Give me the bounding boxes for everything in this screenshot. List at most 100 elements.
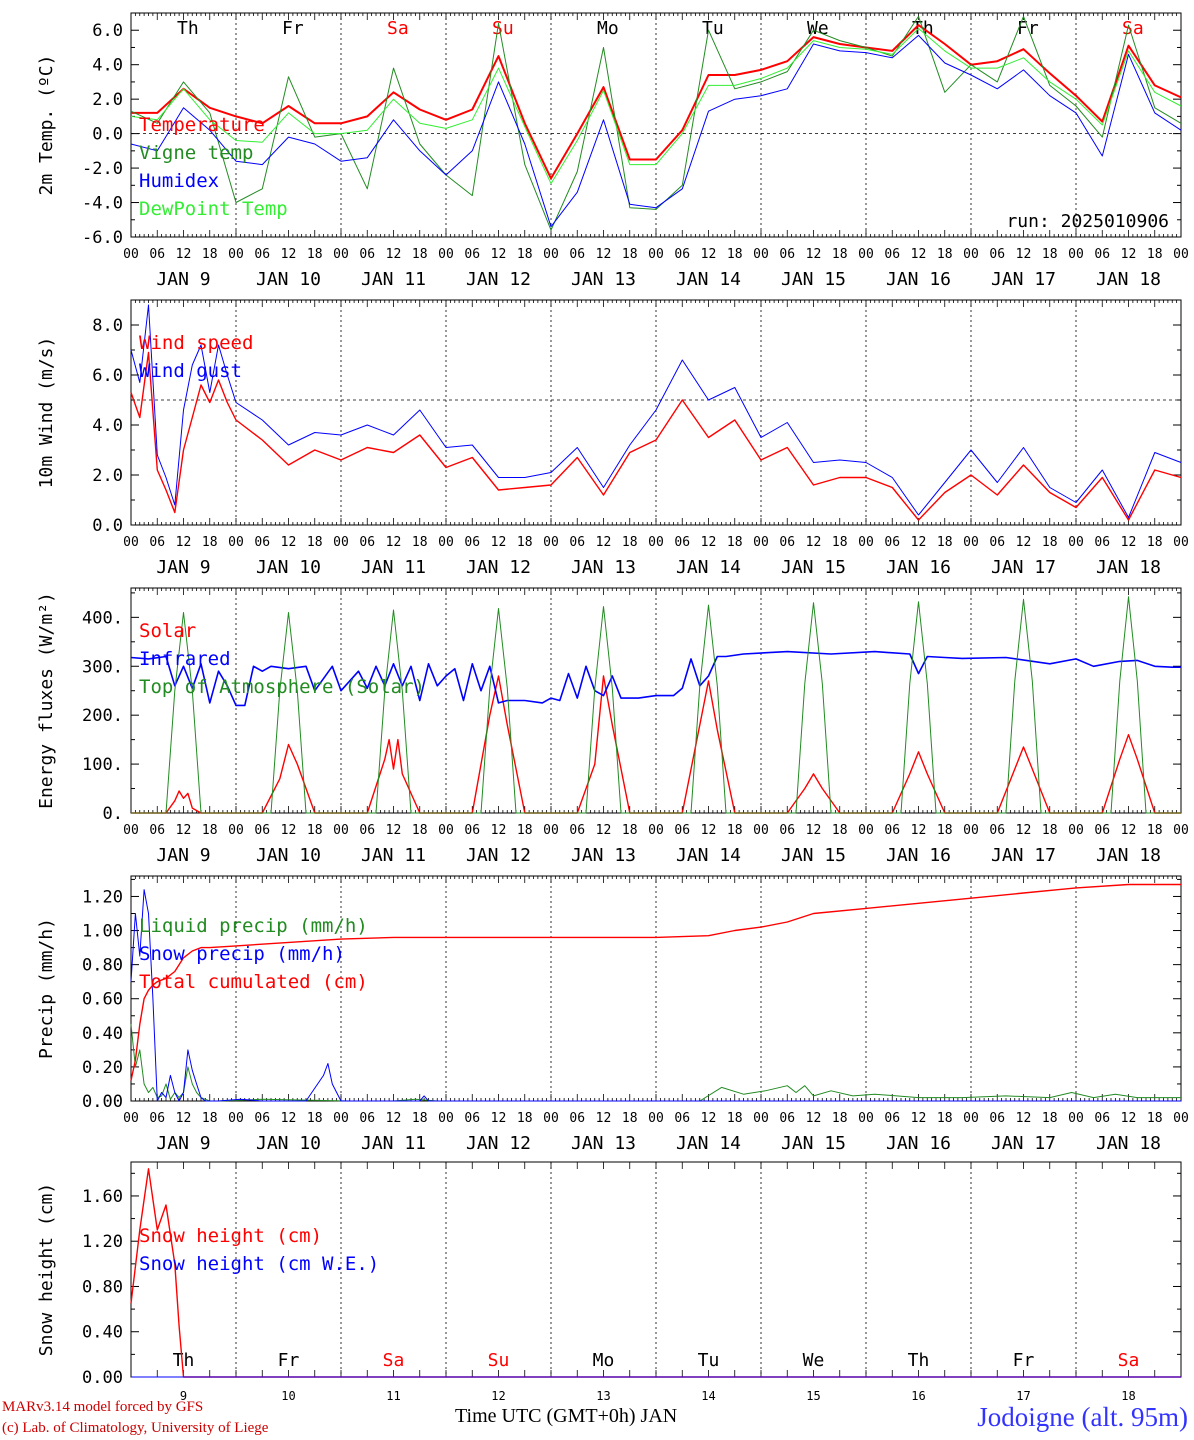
y-tick-label: 0.80 (82, 1277, 123, 1297)
hour-tick-label: 00 (1068, 823, 1084, 838)
run-label: run: 2025010906 (1006, 211, 1169, 232)
hour-tick-label: 00 (333, 247, 349, 262)
hour-tick-label: 12 (806, 247, 822, 262)
date-label: JAN 12 (466, 557, 531, 578)
hour-tick-label: 12 (281, 823, 297, 838)
hour-tick-label: 00 (963, 535, 979, 550)
day-name-label: Su (488, 1350, 510, 1371)
y-axis-title-temp: 2m Temp. (ºC) (36, 55, 57, 196)
y-tick-label: 6.0 (92, 21, 123, 41)
y-tick-label: 1.00 (82, 922, 123, 942)
hour-tick-label: 18 (832, 247, 848, 262)
hour-tick-label: 12 (386, 535, 402, 550)
hour-tick-label: 06 (359, 1111, 375, 1126)
y-tick-label: -2.0 (82, 159, 123, 179)
legend-entry: Liquid precip (mm/h) (139, 915, 368, 937)
day-name-label: Tu (698, 1350, 720, 1371)
hour-tick-label: 12 (596, 247, 612, 262)
day-name-label: Fr (282, 18, 304, 39)
hour-tick-label: 12 (176, 823, 192, 838)
hour-tick-label: 06 (569, 535, 585, 550)
hour-tick-label: 00 (858, 1111, 874, 1126)
hour-tick-label: 18 (937, 1111, 953, 1126)
day-name-label: Su (492, 18, 514, 39)
day-name-label: Mo (597, 18, 619, 39)
legend-entry: Total cumulated (cm) (139, 971, 368, 993)
hour-tick-label: 12 (911, 247, 927, 262)
date-label: JAN 15 (781, 1133, 846, 1154)
hour-tick-label: 12 (1016, 1111, 1032, 1126)
legend-entry: Vigne temp (139, 142, 253, 164)
hour-tick-label: 18 (307, 1111, 323, 1126)
hour-tick-label: 12 (806, 1111, 822, 1126)
day-name-label: Th (908, 1350, 930, 1371)
hour-tick-label: 06 (149, 823, 165, 838)
hour-tick-label: 00 (543, 823, 559, 838)
hour-tick-label: 18 (727, 247, 743, 262)
date-label: JAN 14 (676, 557, 741, 578)
hour-tick-label: 12 (1016, 247, 1032, 262)
hour-tick-label: 12 (596, 1111, 612, 1126)
hour-tick-label: 00 (963, 1111, 979, 1126)
hour-tick-label: 18 (832, 823, 848, 838)
footer-model: MARv3.14 model forced by GFS (2, 1399, 204, 1415)
hour-tick-label: 06 (1094, 823, 1110, 838)
hour-tick-label: 18 (1147, 823, 1163, 838)
date-label: JAN 18 (1096, 845, 1161, 866)
hour-tick-label: 18 (202, 247, 218, 262)
hour-tick-label: 06 (254, 247, 270, 262)
hour-tick-label: 00 (1173, 247, 1189, 262)
hour-tick-label: 00 (963, 247, 979, 262)
hour-tick-label: 00 (648, 1111, 664, 1126)
hour-tick-label: 00 (648, 247, 664, 262)
legend-entry: Snow precip (mm/h) (139, 943, 345, 965)
date-label: JAN 13 (571, 269, 636, 290)
hour-tick-label: 12 (911, 535, 927, 550)
day-number-label: 13 (596, 1389, 610, 1403)
hour-tick-label: 00 (543, 535, 559, 550)
hour-tick-label: 12 (176, 247, 192, 262)
hour-tick-label: 06 (149, 535, 165, 550)
hour-tick-label: 06 (464, 1111, 480, 1126)
y-tick-label: 300. (82, 657, 123, 677)
day-name-label: Sa (383, 1350, 405, 1371)
hour-tick-label: 00 (438, 535, 454, 550)
day-name-label: Mo (593, 1350, 615, 1371)
y-tick-label: 8.0 (92, 316, 123, 336)
series-line-solar (131, 675, 1181, 814)
hour-tick-label: 06 (779, 535, 795, 550)
date-label: JAN 12 (466, 1133, 531, 1154)
legend-entry: Snow height (cm) (139, 1225, 322, 1247)
y-tick-label: 6.0 (92, 366, 123, 386)
y-tick-label: 200. (82, 706, 123, 726)
legend-entry: Top of Atmosphere (Solar) (139, 676, 425, 698)
hour-tick-label: 00 (228, 535, 244, 550)
hour-tick-label: 12 (911, 823, 927, 838)
y-tick-label: 2.0 (92, 90, 123, 110)
hour-tick-label: 06 (359, 535, 375, 550)
series-line-infrared (130, 650, 1181, 707)
y-tick-label: 0.00 (82, 1092, 123, 1112)
date-label: JAN 10 (256, 557, 321, 578)
date-label: JAN 10 (256, 269, 321, 290)
hour-tick-label: 18 (307, 823, 323, 838)
legend-entry: DewPoint Temp (139, 198, 288, 220)
day-number-label: 11 (386, 1389, 400, 1403)
hour-tick-label: 00 (648, 535, 664, 550)
y-tick-label: 0.40 (82, 1323, 123, 1343)
y-tick-label: 0.00 (82, 1368, 123, 1388)
hour-tick-label: 00 (648, 823, 664, 838)
hour-tick-label: 18 (1147, 1111, 1163, 1126)
hour-tick-label: 12 (176, 535, 192, 550)
date-label: JAN 11 (361, 1133, 426, 1154)
hour-tick-label: 12 (176, 1111, 192, 1126)
day-number-label: 16 (911, 1389, 925, 1403)
hour-tick-label: 12 (281, 247, 297, 262)
y-tick-label: 4.0 (92, 56, 123, 76)
hour-tick-label: 06 (779, 1111, 795, 1126)
date-label: JAN 9 (156, 557, 210, 578)
hour-tick-label: 06 (149, 247, 165, 262)
date-label: JAN 17 (991, 269, 1056, 290)
hour-tick-label: 00 (753, 247, 769, 262)
y-tick-label: -6.0 (82, 228, 123, 248)
